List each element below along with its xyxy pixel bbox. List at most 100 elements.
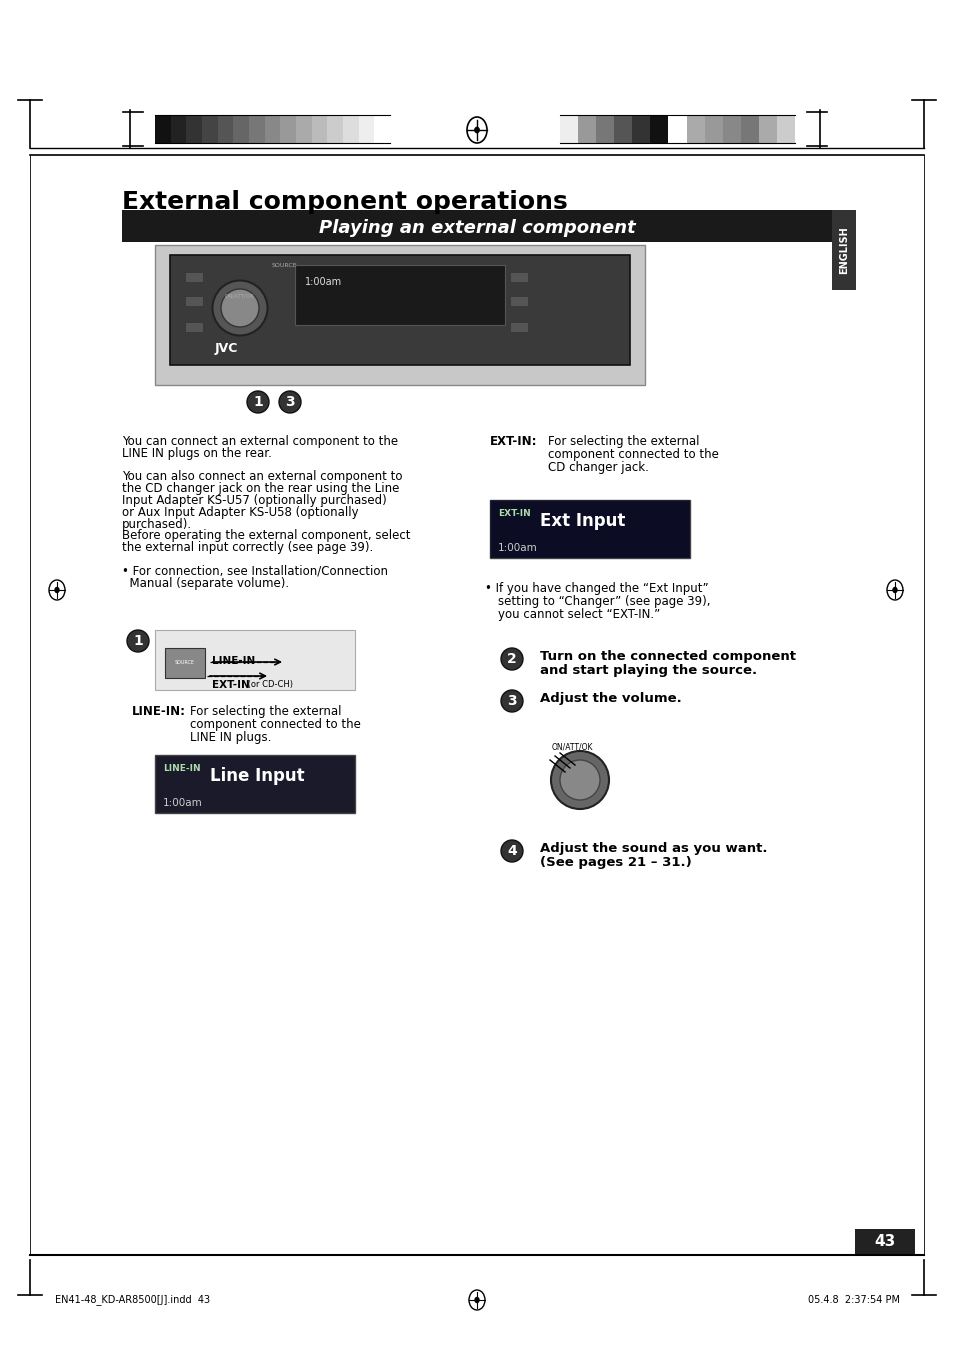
Bar <box>854 1229 914 1255</box>
Text: Ext Input: Ext Input <box>539 512 625 530</box>
Ellipse shape <box>221 289 258 327</box>
Text: ENGLISH: ENGLISH <box>838 226 848 274</box>
Bar <box>510 296 527 305</box>
Text: and start playing the source.: and start playing the source. <box>539 663 757 677</box>
Bar <box>185 296 203 305</box>
Bar <box>758 115 776 143</box>
Text: 3: 3 <box>507 694 517 708</box>
Ellipse shape <box>559 761 599 800</box>
Text: ON/ATT/OK: ON/ATT/OK <box>225 293 254 299</box>
Bar <box>490 500 689 558</box>
Bar <box>578 115 596 143</box>
Ellipse shape <box>49 580 65 600</box>
Ellipse shape <box>500 840 522 862</box>
Bar <box>740 115 758 143</box>
Text: You can connect an external component to the: You can connect an external component to… <box>122 435 397 449</box>
Text: setting to “Changer” (see page 39),: setting to “Changer” (see page 39), <box>497 594 710 608</box>
Bar <box>704 115 722 143</box>
Bar <box>374 115 390 143</box>
Ellipse shape <box>55 588 59 593</box>
Text: ON/ATT/OK: ON/ATT/OK <box>552 743 593 753</box>
Text: LINE-IN:: LINE-IN: <box>132 705 186 717</box>
Text: SOURCE: SOURCE <box>174 661 194 666</box>
Bar <box>154 630 355 690</box>
Text: Before operating the external component, select: Before operating the external component,… <box>122 530 410 542</box>
Bar <box>122 209 831 242</box>
Bar <box>343 115 358 143</box>
Bar <box>170 255 629 365</box>
Bar <box>686 115 704 143</box>
Text: External component operations: External component operations <box>122 190 567 213</box>
Text: Adjust the volume.: Adjust the volume. <box>539 692 681 705</box>
Text: 1:00am: 1:00am <box>497 543 537 553</box>
Bar <box>249 115 264 143</box>
Text: purchased).: purchased). <box>122 517 192 531</box>
Text: 1: 1 <box>253 394 263 409</box>
Ellipse shape <box>475 1297 478 1302</box>
Bar <box>295 115 312 143</box>
Bar <box>776 115 794 143</box>
Text: CD changer jack.: CD changer jack. <box>547 461 648 474</box>
Text: you cannot select “EXT-IN.”: you cannot select “EXT-IN.” <box>497 608 659 621</box>
Ellipse shape <box>886 580 902 600</box>
Text: Turn on the connected component: Turn on the connected component <box>539 650 795 663</box>
Text: 1:00am: 1:00am <box>163 798 203 808</box>
Ellipse shape <box>213 281 267 335</box>
Text: SOURCE: SOURCE <box>272 263 297 267</box>
Ellipse shape <box>892 588 896 593</box>
Bar <box>490 500 689 558</box>
Text: LINE-IN: LINE-IN <box>163 765 200 773</box>
Bar <box>312 115 327 143</box>
Text: the external input correctly (see page 39).: the external input correctly (see page 3… <box>122 542 373 554</box>
Bar <box>154 115 171 143</box>
Text: 1:00am: 1:00am <box>305 277 342 286</box>
Bar <box>185 322 203 332</box>
Text: 4: 4 <box>507 844 517 858</box>
Text: Manual (separate volume).: Manual (separate volume). <box>122 577 289 589</box>
Text: For selecting the external: For selecting the external <box>190 705 341 717</box>
Bar <box>154 245 644 385</box>
Text: EXT-IN:: EXT-IN: <box>490 435 537 449</box>
Text: (or CD-CH): (or CD-CH) <box>245 680 293 689</box>
Text: component connected to the: component connected to the <box>547 449 719 461</box>
Ellipse shape <box>474 127 479 132</box>
Bar <box>185 272 203 282</box>
Text: 2: 2 <box>507 653 517 666</box>
Bar <box>831 209 855 290</box>
Bar <box>186 115 202 143</box>
Ellipse shape <box>278 390 301 413</box>
Text: or Aux Input Adapter KS-U58 (optionally: or Aux Input Adapter KS-U58 (optionally <box>122 505 358 519</box>
Bar <box>294 265 504 326</box>
Bar <box>264 115 280 143</box>
Text: Adjust the sound as you want.: Adjust the sound as you want. <box>539 842 767 855</box>
Text: You can also connect an external component to: You can also connect an external compone… <box>122 470 402 484</box>
Text: 43: 43 <box>874 1235 895 1250</box>
Bar <box>614 115 632 143</box>
Bar <box>650 115 668 143</box>
Bar <box>596 115 614 143</box>
Text: EXT-IN: EXT-IN <box>212 680 250 690</box>
Ellipse shape <box>127 630 149 653</box>
Text: • If you have changed the “Ext Input”: • If you have changed the “Ext Input” <box>484 582 708 594</box>
Bar <box>632 115 650 143</box>
Text: Line Input: Line Input <box>210 767 304 785</box>
Ellipse shape <box>467 118 486 143</box>
Bar <box>358 115 374 143</box>
Bar <box>202 115 217 143</box>
Text: LINE IN plugs on the rear.: LINE IN plugs on the rear. <box>122 447 272 459</box>
Ellipse shape <box>247 390 269 413</box>
Bar <box>154 755 355 813</box>
Bar <box>171 115 186 143</box>
Bar <box>510 322 527 332</box>
Bar <box>165 648 205 678</box>
Text: EN41-48_KD-AR8500[J].indd  43: EN41-48_KD-AR8500[J].indd 43 <box>55 1294 210 1305</box>
Text: LINE-IN: LINE-IN <box>212 657 255 666</box>
Ellipse shape <box>500 690 522 712</box>
Bar <box>327 115 343 143</box>
Ellipse shape <box>469 1290 484 1310</box>
Text: component connected to the: component connected to the <box>190 717 360 731</box>
Ellipse shape <box>551 751 608 809</box>
Text: LINE IN plugs.: LINE IN plugs. <box>190 731 271 744</box>
Text: EXT-IN: EXT-IN <box>497 509 530 517</box>
Bar <box>510 272 527 282</box>
